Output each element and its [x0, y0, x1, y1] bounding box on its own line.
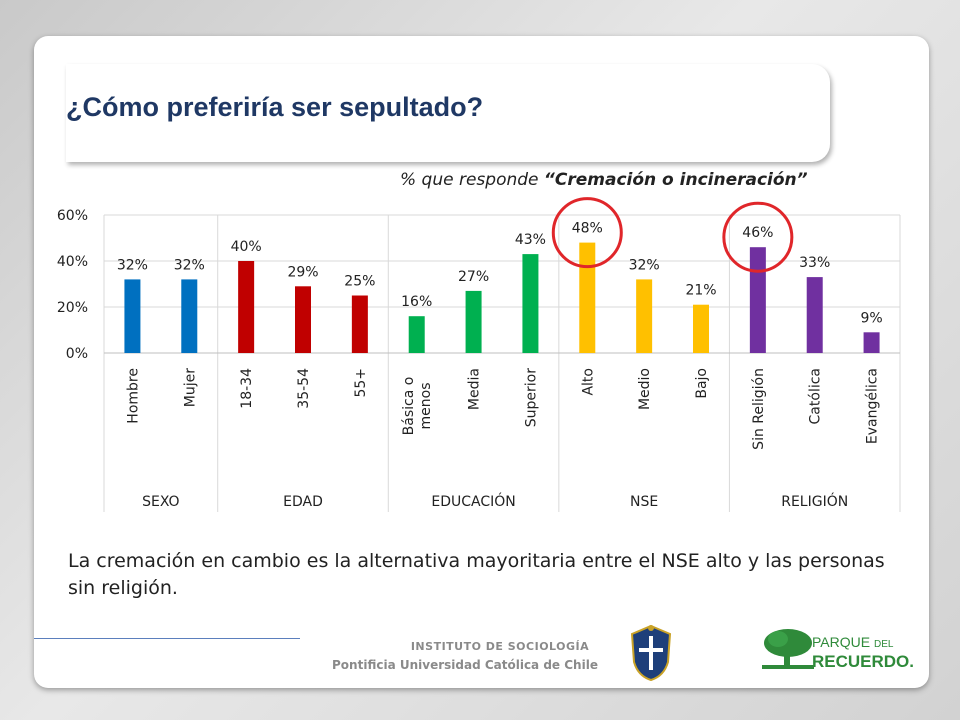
data-label: 32% — [174, 257, 205, 273]
bar — [124, 279, 141, 353]
data-label: 33% — [799, 255, 830, 271]
x-tick-label: Medio — [637, 368, 653, 410]
bar — [522, 254, 539, 353]
y-tick-label: 40% — [57, 254, 88, 270]
x-tick-label: 18-34 — [239, 368, 255, 409]
x-tick-label: Evangélica — [865, 368, 881, 444]
bar — [579, 242, 596, 353]
data-label: 16% — [401, 294, 432, 310]
bar — [295, 286, 311, 353]
bar — [238, 261, 255, 353]
bar — [749, 247, 766, 353]
bar — [408, 316, 425, 353]
university-name: Pontificia Universidad Católica de Chile — [332, 658, 598, 672]
data-label: 25% — [344, 274, 375, 290]
x-tick-label: Hombre — [125, 368, 141, 424]
bar — [465, 290, 482, 353]
subtitle-prefix: % que responde — [400, 170, 539, 190]
data-label: 27% — [458, 269, 489, 285]
y-tick-label: 0% — [66, 346, 88, 362]
x-tick-label: Mujer — [182, 368, 198, 407]
partner-logo-del: DEL — [873, 639, 894, 650]
data-label: 9% — [860, 310, 882, 326]
y-tick-label: 60% — [57, 208, 88, 224]
footer-divider — [34, 638, 300, 639]
university-crest-icon — [630, 624, 672, 682]
x-tick-label: Superior — [523, 368, 539, 427]
chart-subtitle: % que responde “Cremación o incineración… — [400, 170, 808, 190]
partner-logo-line2: RECUERDO. — [812, 652, 915, 671]
data-label: 48% — [572, 221, 603, 237]
x-tick-label: 55+ — [353, 368, 369, 398]
y-tick-label: 20% — [57, 300, 88, 316]
institute-name: INSTITUTO DE SOCIOLOGÍA — [410, 640, 590, 653]
title-bar — [66, 64, 830, 162]
bar — [181, 279, 198, 353]
group-label: RELIGIÓN — [781, 492, 848, 510]
x-tick-label: Alto — [580, 368, 596, 396]
x-tick-label: Bajo — [694, 368, 710, 399]
data-label: 32% — [629, 257, 660, 273]
group-label: SEXO — [142, 494, 179, 510]
subtitle-emphasis: “Cremación o incineración” — [543, 170, 808, 190]
data-label: 32% — [117, 257, 148, 273]
body-text: La cremación en cambio es la alternativa… — [68, 550, 885, 599]
bar — [806, 277, 823, 353]
group-label: EDAD — [283, 494, 323, 510]
data-label: 40% — [231, 239, 262, 255]
data-label: 21% — [685, 283, 716, 299]
bar — [351, 295, 368, 353]
bar — [636, 279, 653, 353]
x-tick-label: Sin Religión — [751, 368, 767, 450]
data-label: 29% — [287, 264, 318, 280]
highlight-circle — [551, 197, 623, 269]
bar — [693, 304, 709, 353]
x-tick-label: Media — [467, 368, 483, 410]
partner-logo-line1: PARQUE — [812, 634, 871, 650]
slide-title: ¿Cómo preferiría ser sepultado? — [66, 92, 484, 122]
data-label: 43% — [515, 232, 546, 248]
x-tick-label: Católica — [808, 368, 824, 424]
group-label: NSE — [630, 494, 658, 510]
data-label: 46% — [742, 225, 773, 241]
x-tick-label: Básica omenos — [401, 377, 434, 436]
parque-tree-icon — [762, 629, 814, 669]
group-label: EDUCACIÓN — [431, 492, 515, 510]
partner-logo-text: PARQUE DEL — [812, 634, 893, 650]
x-tick-label: 35-54 — [296, 368, 312, 409]
bar — [863, 332, 880, 353]
highlight-circle — [722, 201, 794, 273]
